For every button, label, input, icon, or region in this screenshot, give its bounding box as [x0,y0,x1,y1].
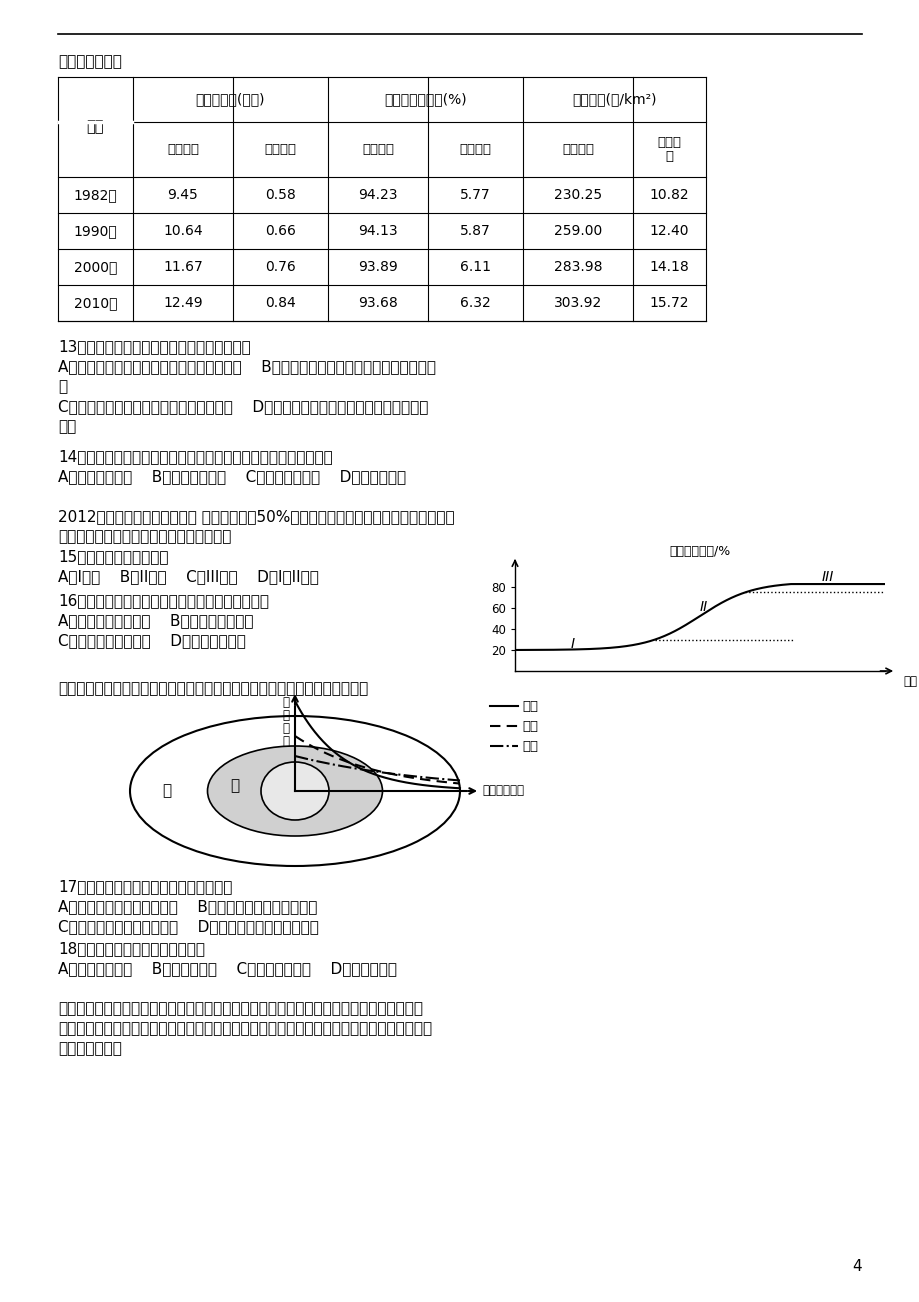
Text: 0.84: 0.84 [265,296,296,310]
Text: A．I阶段    B．II阶段    C．III阶段    D．I、II之间: A．I阶段 B．II阶段 C．III阶段 D．I、II之间 [58,569,319,585]
Text: 西北半壁: 西北半壁 [265,143,296,156]
Text: 5.77: 5.77 [460,187,490,202]
Text: A．环境污染严重    B．地租最便宜    C．交通运输便捷    D．人口流量低: A．环境污染严重 B．地租最便宜 C．交通运输便捷 D．人口流量低 [58,961,397,976]
Text: 11.67: 11.67 [163,260,203,273]
Text: 0.66: 0.66 [265,224,296,238]
Text: 人口密度(人/km²): 人口密度(人/km²) [572,92,656,107]
Text: 13．东南半壁与西北半壁相比，说法正确的是: 13．东南半壁与西北半壁相比，说法正确的是 [58,339,251,354]
Text: A．工业区、住宅区、商业区    B．住宅区、工业区、商业区: A．工业区、住宅区、商业区 B．住宅区、工业区、商业区 [58,898,317,914]
Text: 商业: 商业 [521,699,538,712]
Text: 东南半壁: 东南半壁 [167,143,199,156]
Text: 15.72: 15.72 [649,296,688,310]
Text: 下图示意城市化进程，读图完成下列各题。: 下图示意城市化进程，读图完成下列各题。 [58,529,231,544]
Text: 回答下面小题。: 回答下面小题。 [58,1042,121,1056]
Text: II: II [699,600,708,615]
Text: 15．中国城市化进程处于: 15．中国城市化进程处于 [58,549,168,564]
Text: 时间: 时间 [902,676,916,689]
Text: 2000年: 2000年 [74,260,117,273]
Text: I: I [570,637,574,651]
Text: 住宅: 住宅 [521,720,538,733]
Text: A．西北半壁常住人口增长速度高于东南半壁    B．西北半壁的常住人口数量超过了东南半: A．西北半壁常住人口增长速度高于东南半壁 B．西北半壁的常住人口数量超过了东南半 [58,359,436,374]
Text: 14．东南半壁和西北半壁人口分布特征基本稳定，主要影响因素是: 14．东南半壁和西北半壁人口分布特征基本稳定，主要影响因素是 [58,449,333,464]
Text: 4: 4 [851,1259,861,1273]
Text: 12.40: 12.40 [649,224,688,238]
Text: 租: 租 [282,710,289,723]
Text: 0.76: 0.76 [265,260,296,273]
Text: 93.89: 93.89 [357,260,397,273]
Text: 通过将第一、第二层转为做底商，价格可以卖得更好，同时住宅小区的商业配套也得以解决。: 通过将第一、第二层转为做底商，价格可以卖得更好，同时住宅小区的商业配套也得以解决… [58,1021,432,1036]
Text: 乙: 乙 [230,779,239,793]
Text: 6.11: 6.11 [460,260,491,273]
Text: 常住总人口(亿人): 常住总人口(亿人) [196,92,265,107]
Text: C．城市规模不断变小    D．逆城市化严重: C．城市规模不断变小 D．逆城市化严重 [58,633,245,648]
Text: 6.32: 6.32 [460,296,491,310]
Text: 水: 水 [282,723,289,736]
Text: 10.82: 10.82 [649,187,688,202]
Text: 工业: 工业 [521,740,538,753]
Text: 一般住宅特别是高层住宅的第一层、第二层销售都较为困难，其价位也较其他层低。开发商: 一般住宅特别是高层住宅的第一层、第二层销售都较为困难，其价位也较其他层低。开发商 [58,1001,423,1016]
Text: 94.13: 94.13 [357,224,397,238]
Text: A．自然环境条件    B．社会历史条件    C．经济发展水平    D．政府的政策: A．自然环境条件 B．社会历史条件 C．经济发展水平 D．政府的政策 [58,469,405,484]
Text: 1982年: 1982年 [74,187,118,202]
Text: 东南半壁: 东南半壁 [361,143,393,156]
Text: C．东南半壁人口密度增长率高于西北半壁    D．东南半壁常住人口数量减少，西北半壁: C．东南半壁人口密度增长率高于西北半壁 D．东南半壁常住人口数量减少，西北半壁 [58,398,428,414]
Text: 甲: 甲 [292,781,301,797]
Ellipse shape [261,762,329,820]
Text: 2010年: 2010年 [74,296,117,310]
Text: 12.49: 12.49 [163,296,202,310]
Text: 西北半壁: 西北半壁 [459,143,491,156]
Text: 地: 地 [282,697,289,710]
Text: 距市中心距离: 距市中心距离 [482,785,524,798]
Text: 下图示意城市各类土地利用付租能力随距离递减的关系，读图完成下列各题。: 下图示意城市各类土地利用付租能力随距离递减的关系，读图完成下列各题。 [58,681,368,697]
Text: 259.00: 259.00 [553,224,601,238]
Title: 城市人口比重/%: 城市人口比重/% [669,546,730,559]
Text: 完成下列各题。: 完成下列各题。 [58,53,121,69]
Text: 西北半
壁: 西北半 壁 [657,135,681,164]
Text: 283.98: 283.98 [553,260,602,273]
Text: III: III [822,570,834,583]
Text: 5.87: 5.87 [460,224,491,238]
Text: 10.64: 10.64 [163,224,202,238]
Text: 0.58: 0.58 [265,187,296,202]
Text: 18．城市中甲功能区形成的原因是: 18．城市中甲功能区形成的原因是 [58,941,205,956]
Ellipse shape [208,746,382,836]
Text: 17．甲、乙、丙依次对应的城市功能区为: 17．甲、乙、丙依次对应的城市功能区为 [58,879,233,894]
Text: 9.45: 9.45 [167,187,199,202]
Text: 东南半壁: 东南半壁 [562,143,594,156]
Text: 年份: 年份 [86,120,104,134]
Text: 230.25: 230.25 [553,187,601,202]
Text: A．城市环境污染加剧    B．城市化进程过慢: A．城市环境污染加剧 B．城市化进程过慢 [58,613,254,628]
Text: 303.92: 303.92 [553,296,601,310]
Text: 16．现阶段，中国城市化进程中可能出现的问题有: 16．现阶段，中国城市化进程中可能出现的问题有 [58,592,268,608]
Ellipse shape [130,716,460,866]
Text: 增加: 增加 [58,419,76,434]
Text: 14.18: 14.18 [649,260,688,273]
Text: 壁: 壁 [58,379,67,395]
Text: 常住总人口份额(%): 常住总人口份额(%) [384,92,466,107]
Text: C．工业区、商业区、住宅区    D．商业区、住宅区、工业区: C．工业区、商业区、住宅区 D．商业区、住宅区、工业区 [58,919,319,934]
Text: 94.23: 94.23 [357,187,397,202]
Text: 1990年: 1990年 [74,224,118,238]
Text: 93.68: 93.68 [357,296,397,310]
Text: 平: 平 [282,736,289,749]
Text: 2012年中国政府工作报告指出 城镇化率超过50%，这是中国社会结构的一个历史性变化。: 2012年中国政府工作报告指出 城镇化率超过50%，这是中国社会结构的一个历史性… [58,509,454,523]
Text: 丙: 丙 [163,784,171,798]
